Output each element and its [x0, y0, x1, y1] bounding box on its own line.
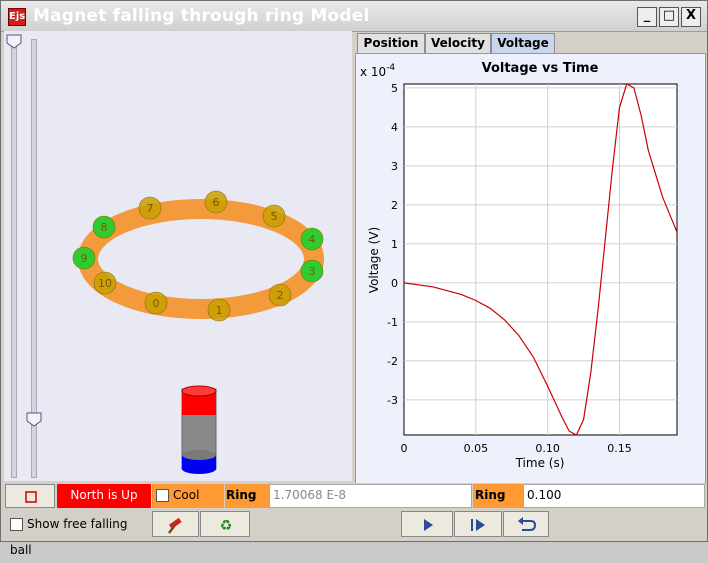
- ring-particle: [93, 271, 117, 295]
- y-axis-label: Voltage (V): [367, 227, 381, 293]
- ring-particle: [72, 246, 96, 270]
- tab-voltage[interactable]: Voltage: [491, 33, 555, 54]
- ring-particle: [204, 190, 228, 214]
- ring-particle: [138, 196, 162, 220]
- ring-particle: [300, 227, 324, 251]
- step-button[interactable]: [454, 511, 502, 537]
- ring-particle-label: 0: [153, 297, 160, 310]
- ring-particle-label: 1: [216, 304, 223, 317]
- voltage-chart: x 10-4 Voltage vs Time 0 0.05 0.10 0.15 -3 -2…: [360, 61, 678, 470]
- close-button[interactable]: X: [681, 7, 701, 27]
- hammer-button[interactable]: [152, 511, 199, 537]
- ring-particle-label: 5: [271, 210, 278, 223]
- tab-velocity[interactable]: Velocity: [425, 33, 491, 53]
- y-tick-label: 4: [391, 121, 398, 134]
- y-tick-label: 1: [391, 238, 398, 251]
- tab-position[interactable]: Position: [357, 33, 425, 53]
- recycle-button[interactable]: ♻: [200, 511, 250, 537]
- voltage-series-line: [403, 83, 678, 436]
- x-tick-label: 0.10: [535, 442, 560, 455]
- ring-particle: [262, 204, 286, 228]
- ring-phi-field[interactable]: 0.100: [523, 484, 705, 508]
- ring-particle: [92, 215, 116, 239]
- reset-icon: [518, 517, 537, 531]
- x-tick-label: 0.05: [464, 442, 489, 455]
- show-ball-label: Show free falling ball: [10, 517, 128, 557]
- ring-particle-label: 8: [101, 221, 108, 234]
- magnet-band: [182, 450, 216, 460]
- ring-rho-field[interactable]: 1.70068 E-8: [269, 484, 472, 508]
- ring-particle: [268, 283, 292, 307]
- magnet-bottom: [182, 464, 216, 474]
- y-tick-label: 3: [391, 160, 398, 173]
- y-tick-label: -3: [387, 394, 398, 407]
- ring-particle-label: 7: [147, 202, 154, 215]
- recycle-icon: ♻: [220, 518, 233, 534]
- ring-particle-label: 6: [213, 196, 220, 209]
- app-icon: Ejs: [8, 8, 26, 26]
- ring-particle: [207, 298, 231, 322]
- magnet-slider-thumb[interactable]: [26, 412, 42, 427]
- stop-icon: [25, 491, 37, 503]
- x-tick-label: 0.15: [607, 442, 632, 455]
- ring-particle-label: 4: [309, 233, 316, 246]
- play-icon: [424, 519, 433, 531]
- voltage-plot-panel: x 10-4 Voltage vs Time 0 0.05 0.10 0.15 -3 -2…: [355, 53, 706, 484]
- ring-particle-label: 9: [81, 252, 88, 265]
- y-tick-label: -1: [387, 316, 398, 329]
- title-bar: Ejs Magnet falling through ring Model _ …: [1, 1, 707, 32]
- minimize-button[interactable]: _: [637, 7, 657, 27]
- ring-phi-label: Ring Φ=: [473, 484, 523, 524]
- cool-ring-check[interactable]: [156, 489, 169, 502]
- cool-ring-checkbox[interactable]: Cool ring: [152, 484, 224, 524]
- ring-particle-label: 10: [98, 277, 112, 290]
- maximize-button[interactable]: □: [659, 7, 679, 27]
- chart-exponent-label: x 10-4: [360, 63, 395, 79]
- stop-button[interactable]: [5, 484, 55, 508]
- ring-particle: [300, 259, 324, 283]
- y-tick-label: -2: [387, 355, 398, 368]
- control-panel: North is Up Cool ring Ring ρ= 1.70068 E-…: [1, 483, 707, 557]
- reset-button[interactable]: [503, 511, 549, 537]
- ring-particle: [144, 291, 168, 315]
- x-tick-label: 0: [401, 442, 408, 455]
- window-title: Magnet falling through ring Model: [33, 6, 370, 26]
- ring-scene: 0 1 2 3 4 5 6 7 8 9 10: [72, 190, 324, 474]
- velocity-slider-track[interactable]: [31, 39, 37, 478]
- north-is-up-toggle[interactable]: North is Up: [57, 484, 151, 508]
- ring-rho-label: Ring ρ=: [225, 484, 269, 524]
- step-icon: [471, 519, 485, 531]
- show-ball-checkbox[interactable]: Show free falling ball: [5, 511, 151, 557]
- ring-particle-label: 3: [309, 265, 316, 278]
- position-slider-thumb[interactable]: [6, 34, 22, 49]
- hammer-icon: [168, 517, 182, 534]
- y-tick-label: 0: [391, 277, 398, 290]
- y-tick-label: 5: [391, 82, 398, 95]
- y-tick-label: 2: [391, 199, 398, 212]
- x-axis-label: Time (s): [515, 456, 565, 470]
- svg-text:♻: ♻: [220, 518, 233, 534]
- chart-title: Voltage vs Time: [482, 61, 599, 76]
- simulation-view: 0 1 2 3 4 5 6 7 8 9 10: [4, 31, 352, 481]
- magnet-top: [181, 385, 217, 397]
- ring-particle-label: 2: [277, 289, 284, 302]
- play-button[interactable]: [401, 511, 453, 537]
- show-ball-check[interactable]: [10, 518, 23, 531]
- plot-area: [403, 83, 678, 436]
- magnet[interactable]: [181, 385, 217, 474]
